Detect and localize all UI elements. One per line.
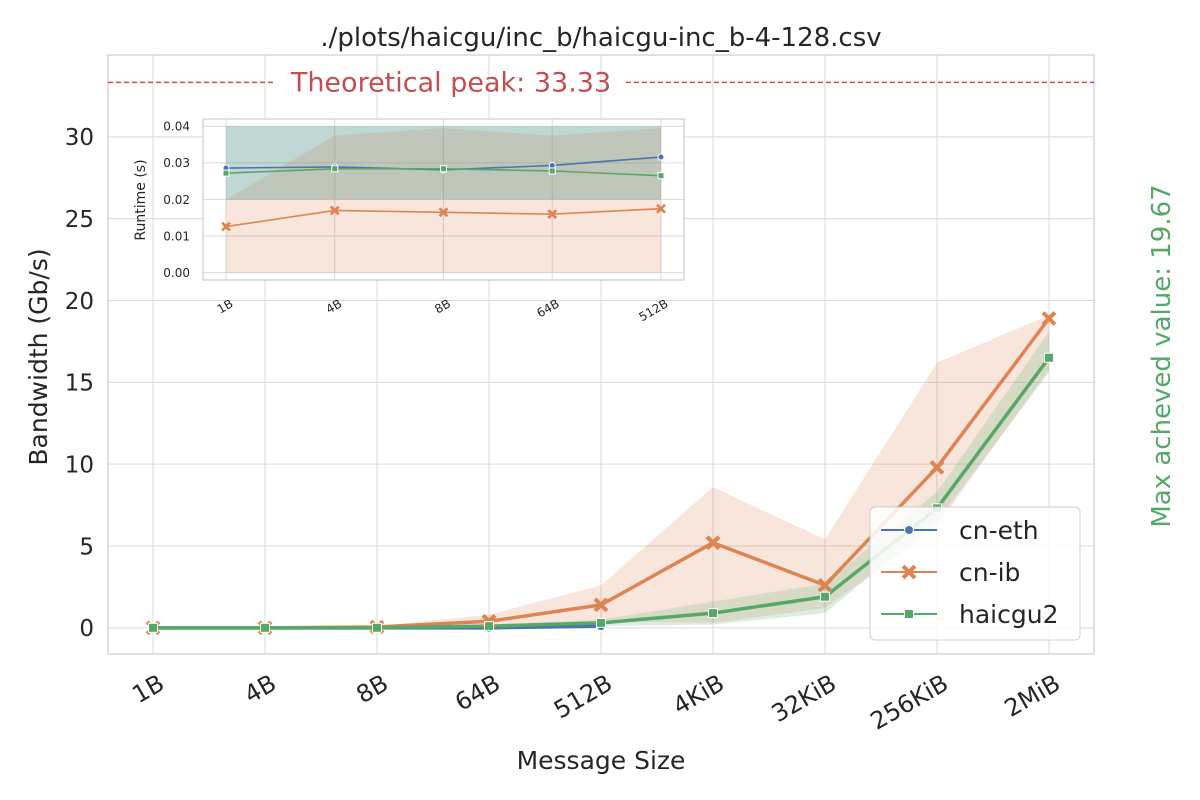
- inset-point-haicgu2: [548, 167, 556, 175]
- main-point-haicgu2: [708, 608, 718, 619]
- inset-point-haicgu2: [331, 165, 339, 173]
- inset-y-tick-label: 0.04: [163, 120, 190, 134]
- inset-point-cn-ib: [329, 205, 340, 216]
- inset-point-cn-ib: [221, 221, 231, 232]
- inset-series-markers: [221, 153, 666, 232]
- main-point-cn-ib: [705, 535, 721, 551]
- main-y-tick-label: 0: [79, 616, 94, 642]
- legend-label-haicgu2: haicgu2: [959, 600, 1058, 629]
- main-point-haicgu2: [372, 622, 382, 633]
- main-point-haicgu2: [260, 622, 270, 633]
- main-band-cn-ib: [153, 315, 1049, 628]
- legend-label-cn-eth: cn-eth: [959, 516, 1039, 545]
- main-y-tick-label: 30: [65, 125, 94, 151]
- peak-label: Theoretical peak: 33.33: [290, 67, 611, 98]
- inset-axes-frame: [202, 118, 685, 281]
- main-point-haicgu2: [596, 617, 606, 628]
- legend-label-cn-ib: cn-ib: [959, 558, 1020, 587]
- main-point-cn-ib: [929, 460, 945, 475]
- main-point-haicgu2: [820, 591, 830, 602]
- inset-point-cn-ib: [438, 207, 449, 218]
- main-y-tick-label: 5: [79, 534, 94, 560]
- main-confidence-bands: [153, 315, 1049, 628]
- legend-marker-cn-ib: [901, 564, 917, 580]
- inset-grid: [203, 119, 684, 280]
- inset-y-tick-label: 0.00: [163, 266, 190, 280]
- inset-point-cn-ib: [656, 203, 666, 214]
- inset-y-tick-label: 0.03: [163, 156, 190, 170]
- inset-y-tick-label: 0.01: [163, 229, 190, 243]
- x-axis-label: Message Size: [517, 746, 686, 775]
- inset-point-haicgu2: [657, 172, 665, 180]
- inset-y-axis-label: Runtime (s): [133, 159, 149, 240]
- main-y-tick-label: 15: [65, 371, 94, 397]
- y-axis-label: Bandwidth (Gb/s): [24, 248, 53, 465]
- main-point-cn-ib: [593, 597, 609, 613]
- inset-y-tick-label: 0.02: [163, 193, 190, 207]
- legend-marker-haicgu2: [904, 609, 914, 619]
- inset-band-haicgu2: [226, 126, 661, 200]
- main-point-cn-ib: [817, 577, 833, 593]
- inset-band-cn-eth: [226, 126, 661, 200]
- chart-title: ./plots/haicgu/inc_b/haicgu-inc_b-4-128.…: [320, 23, 881, 53]
- inset-point-haicgu2: [222, 169, 230, 177]
- main-y-tick-label: 25: [65, 207, 94, 233]
- main-y-tick-label: 10: [65, 452, 94, 478]
- legend-frame: [869, 506, 1081, 641]
- legend: cn-eth cn-ib haicgu2: [869, 506, 1081, 641]
- main-series-markers: [145, 311, 1057, 636]
- inset-point-haicgu2: [440, 165, 447, 173]
- main-point-cn-ib: [1041, 311, 1057, 326]
- max-value-label: Max acheved value: 19.67: [1147, 184, 1177, 527]
- legend-marker-cn-eth: [904, 525, 914, 535]
- main-point-haicgu2: [1044, 352, 1054, 363]
- theoretical-peak: Theoretical peak: 33.33: [108, 67, 1094, 98]
- inset-x-tick-label: 1B: [215, 296, 236, 316]
- inset-point-cn-eth: [657, 153, 665, 161]
- inset-point-cn-ib: [547, 209, 558, 220]
- inset-confidence-bands: [226, 126, 661, 273]
- inset-x-tick-label: 8B: [432, 296, 453, 316]
- inset-x-tick-label: 4B: [324, 296, 345, 316]
- main-y-tick-label: 20: [65, 289, 94, 315]
- main-point-haicgu2: [148, 622, 158, 633]
- main-axes-frame: [107, 54, 1095, 655]
- main-point-haicgu2: [484, 621, 494, 632]
